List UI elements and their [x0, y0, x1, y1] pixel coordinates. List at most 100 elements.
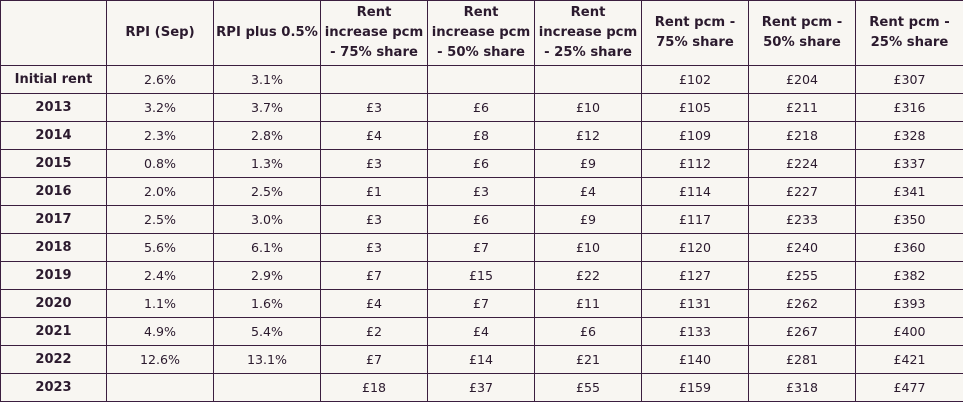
table-cell: £218: [748, 121, 856, 150]
table-cell: £262: [748, 289, 856, 318]
table-row: 2014 2.3% 2.8% £4 £8 £12 £109 £218 £328: [0, 121, 963, 150]
row-header-cell: 2021: [0, 317, 107, 346]
table-row: 2021 4.9% 5.4% £2 £4 £6 £133 £267 £400: [0, 317, 963, 346]
table-cell: £382: [855, 261, 963, 290]
table-cell: £1: [320, 177, 428, 206]
table-cell: £3: [320, 149, 428, 178]
table-cell: £37: [427, 373, 535, 402]
table-cell: 3.2%: [106, 93, 214, 122]
table-cell: 4.9%: [106, 317, 214, 346]
table-cell: £224: [748, 149, 856, 178]
column-header-increase-75: Rent increase pcm - 75% share: [320, 0, 428, 66]
table-cell: £4: [320, 121, 428, 150]
table-cell: £11: [534, 289, 642, 318]
table-row: 2017 2.5% 3.0% £3 £6 £9 £117 £233 £350: [0, 205, 963, 234]
table-cell: 2.6%: [106, 65, 214, 94]
table-cell: £307: [855, 65, 963, 94]
table-cell: £3: [320, 93, 428, 122]
table-cell: £14: [427, 345, 535, 374]
table-cell: £112: [641, 149, 749, 178]
row-header-cell: 2017: [0, 205, 107, 234]
table-cell: £21: [534, 345, 642, 374]
table-cell: 2.4%: [106, 261, 214, 290]
table-cell: [320, 65, 428, 94]
table-row: 2023 £18 £37 £55 £159 £318 £477: [0, 373, 963, 402]
table-cell: 5.6%: [106, 233, 214, 262]
table-cell: 6.1%: [213, 233, 321, 262]
table-cell: £281: [748, 345, 856, 374]
table-cell: £6: [427, 93, 535, 122]
table-cell: £7: [427, 289, 535, 318]
table-cell: £341: [855, 177, 963, 206]
table-cell: £6: [427, 205, 535, 234]
table-row: 2022 12.6% 13.1% £7 £14 £21 £140 £281 £421: [0, 345, 963, 374]
table-header: RPI (Sep) RPI plus 0.5% Rent increase pcm …: [0, 0, 963, 66]
table-cell: 13.1%: [213, 345, 321, 374]
table-cell: £18: [320, 373, 428, 402]
column-header-label: Rent increase pcm - 50% share: [431, 5, 531, 60]
row-header-cell: Initial rent: [0, 65, 107, 94]
table-cell: £2: [320, 317, 428, 346]
table-cell: £211: [748, 93, 856, 122]
table-cell: £393: [855, 289, 963, 318]
table-cell: £7: [320, 345, 428, 374]
table-cell: 2.9%: [213, 261, 321, 290]
table-cell: £255: [748, 261, 856, 290]
table-cell: £114: [641, 177, 749, 206]
table-cell: £204: [748, 65, 856, 94]
table-cell: £22: [534, 261, 642, 290]
table-cell: £12: [534, 121, 642, 150]
table-cell: [427, 65, 535, 94]
table-row: 2020 1.1% 1.6% £4 £7 £11 £131 £262 £393: [0, 289, 963, 318]
row-header-cell: 2019: [0, 261, 107, 290]
table-cell: £421: [855, 345, 963, 374]
table-cell: 2.8%: [213, 121, 321, 150]
table-cell: £102: [641, 65, 749, 94]
table-cell: £3: [320, 205, 428, 234]
column-header-label: Rent pcm - 25% share: [869, 15, 950, 50]
table-cell: 2.5%: [106, 205, 214, 234]
table-cell: £159: [641, 373, 749, 402]
column-header-increase-25: Rent increase pcm - 25% share: [534, 0, 642, 66]
table-cell: £10: [534, 93, 642, 122]
table-cell: £400: [855, 317, 963, 346]
table-cell: £316: [855, 93, 963, 122]
table-row: 2013 3.2% 3.7% £3 £6 £10 £105 £211 £316: [0, 93, 963, 122]
table-cell: £109: [641, 121, 749, 150]
table-cell: £131: [641, 289, 749, 318]
row-header-cell: 2023: [0, 373, 107, 402]
header-row: RPI (Sep) RPI plus 0.5% Rent increase pcm …: [0, 0, 963, 66]
column-header-label: Rent increase pcm - 25% share: [538, 5, 638, 60]
table-cell: £7: [320, 261, 428, 290]
table-cell: 1.6%: [213, 289, 321, 318]
corner-cell: [0, 0, 107, 66]
table-cell: £133: [641, 317, 749, 346]
table-cell: £9: [534, 205, 642, 234]
table-cell: [213, 373, 321, 402]
table-cell: £227: [748, 177, 856, 206]
table-cell: £6: [534, 317, 642, 346]
table-cell: [534, 65, 642, 94]
table-cell: 2.5%: [213, 177, 321, 206]
table-body: Initial rent 2.6% 3.1% £102 £204 £307 2013 3.2%…: [0, 65, 963, 402]
table-cell: £267: [748, 317, 856, 346]
column-header-rpi-plus: RPI plus 0.5%: [213, 0, 321, 66]
table-cell: £9: [534, 149, 642, 178]
table-cell: 3.7%: [213, 93, 321, 122]
table-cell: £10: [534, 233, 642, 262]
row-header-cell: 2020: [0, 289, 107, 318]
row-header-cell: 2015: [0, 149, 107, 178]
table-cell: 0.8%: [106, 149, 214, 178]
column-header-label: Rent pcm - 50% share: [761, 15, 843, 50]
table-cell: £233: [748, 205, 856, 234]
column-header-label: RPI plus 0.5%: [216, 25, 318, 40]
row-header-cell: 2013: [0, 93, 107, 122]
row-header-cell: 2016: [0, 177, 107, 206]
row-header-cell: 2014: [0, 121, 107, 150]
table-cell: £318: [748, 373, 856, 402]
table-cell: 12.6%: [106, 345, 214, 374]
table-row: 2019 2.4% 2.9% £7 £15 £22 £127 £255 £382: [0, 261, 963, 290]
table-cell: £140: [641, 345, 749, 374]
table-row: 2016 2.0% 2.5% £1 £3 £4 £114 £227 £341: [0, 177, 963, 206]
